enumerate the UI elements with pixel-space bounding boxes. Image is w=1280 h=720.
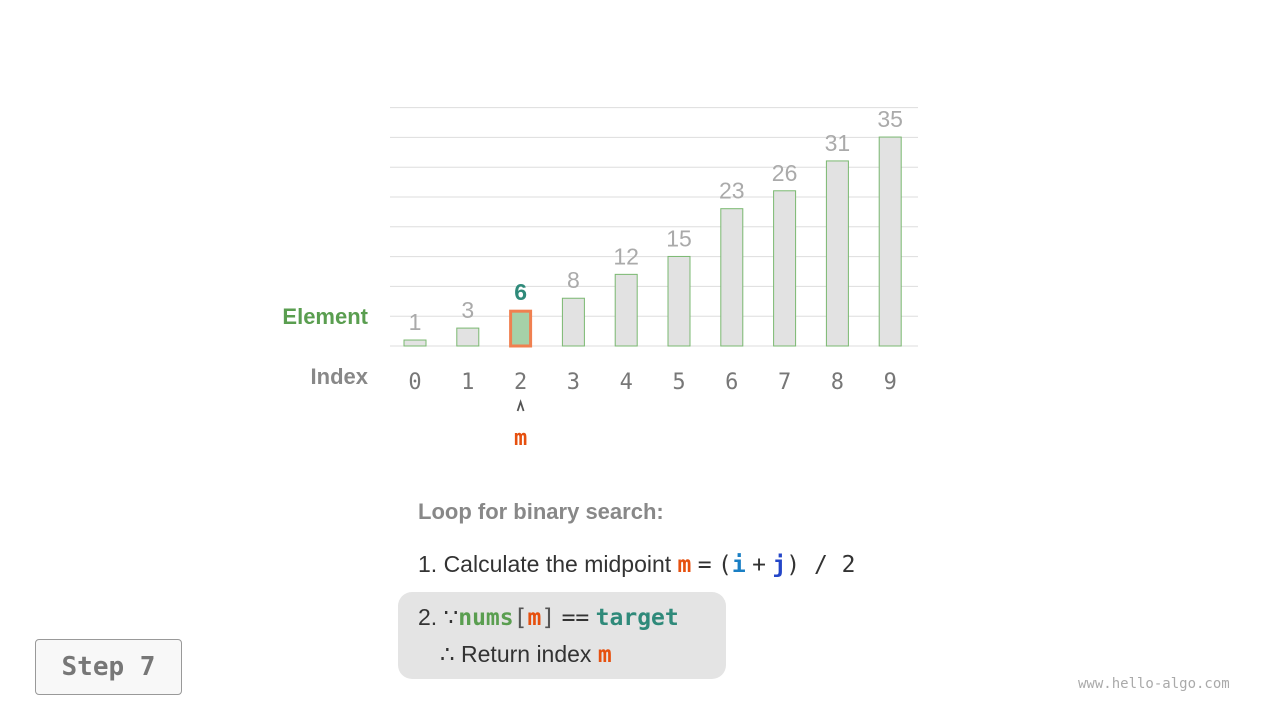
explanation-heading: Loop for binary search: (418, 499, 664, 524)
formula-rest: ) / 2 (786, 552, 856, 578)
step-2-result-text: ∴ Return index (440, 641, 592, 667)
bar-value-label: 15 (666, 225, 692, 251)
bar (825, 160, 849, 347)
pointer-m-label: m (514, 426, 527, 451)
open-paren: ( (718, 552, 732, 578)
index-row-label: Index (310, 364, 368, 389)
index-label: 2 (514, 370, 527, 395)
step-indicator: Step 7 (35, 639, 182, 695)
index-label: 3 (567, 370, 580, 395)
nums-variable: nums (458, 605, 514, 631)
bar (614, 273, 638, 347)
bar-highlighted (509, 309, 533, 348)
index-label: 4 (620, 370, 633, 395)
bar-value-label: 3 (461, 297, 474, 323)
step-1-prefix: 1. Calculate the midpoint (418, 551, 672, 577)
bar (878, 136, 902, 347)
bar-value-label: 1 (409, 309, 422, 335)
index-label: 9 (884, 370, 897, 395)
element-row-label: Element (282, 304, 368, 329)
bar (720, 208, 744, 347)
j-variable: j (772, 552, 787, 578)
index-label: 0 (408, 370, 421, 395)
m-variable: m (677, 552, 692, 578)
current-step-box (398, 592, 726, 679)
m-variable: m (597, 642, 612, 668)
step-2-prefix: 2. ∵ (418, 604, 459, 630)
right-bracket: ] (541, 605, 556, 631)
index-label: 6 (725, 370, 738, 395)
bar-value-label: 12 (613, 243, 639, 269)
bar-value-label: 35 (877, 106, 903, 132)
m-variable: m (527, 605, 542, 631)
watermark: www.hello-algo.com (1078, 676, 1230, 692)
equals-sign: = (697, 552, 712, 578)
pointer-arrow-icon (516, 399, 525, 412)
bar-value-label: 6 (514, 279, 527, 305)
index-label: 5 (672, 370, 685, 395)
plus-sign: + (752, 552, 767, 578)
bar-value-label: 23 (719, 178, 745, 204)
bar-value-label: 31 (825, 130, 851, 156)
bar-value-label: 26 (772, 160, 798, 186)
equality-operator: == (561, 605, 590, 631)
index-label: 7 (778, 370, 791, 395)
bar (773, 190, 797, 347)
step-1-text: 1. Calculate the midpoint m = (i + j) / … (418, 551, 856, 578)
bar-value-label: 8 (567, 267, 580, 293)
step-2-condition: 2. ∵nums[m] == target (418, 604, 679, 631)
bar (403, 339, 427, 347)
index-label: 1 (461, 370, 474, 395)
step-2-result: ∴ Return index m (440, 641, 612, 668)
bar (561, 297, 585, 347)
i-variable: i (731, 552, 746, 578)
target-variable: target (595, 605, 679, 631)
left-bracket: [ (513, 605, 528, 631)
bar (667, 255, 691, 347)
bar (456, 327, 480, 347)
index-label: 8 (831, 370, 844, 395)
